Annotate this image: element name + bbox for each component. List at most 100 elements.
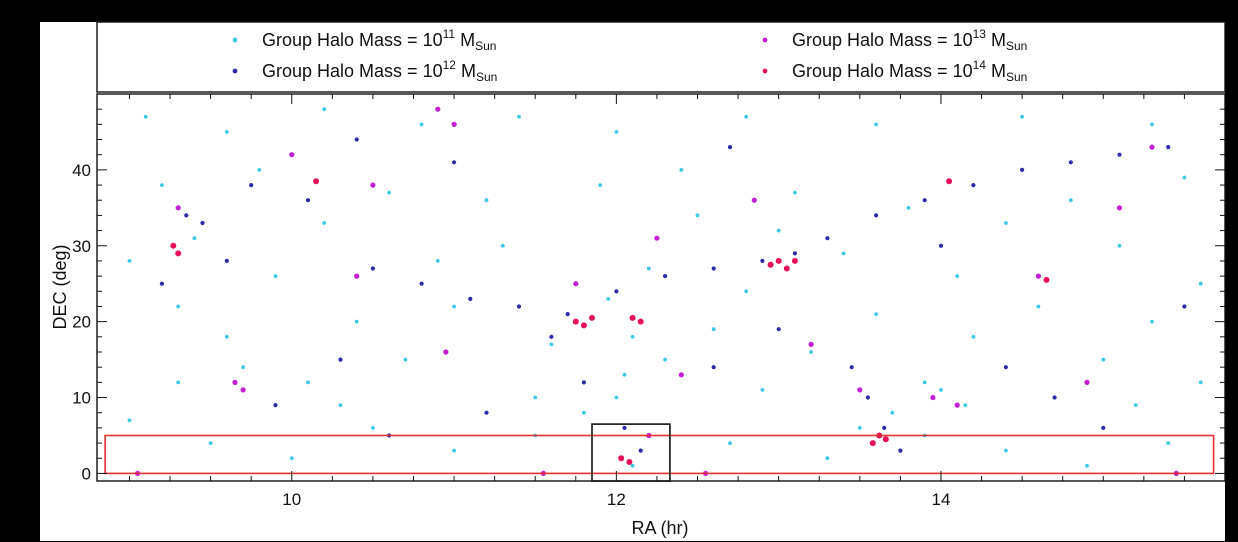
- point-m12: [354, 137, 359, 142]
- point-m11: [1036, 304, 1041, 309]
- point-m12: [516, 304, 522, 309]
- point-m14: [783, 265, 790, 272]
- point-m11: [549, 342, 554, 347]
- annotation-boxes: [104, 423, 1215, 482]
- point-m11: [1117, 243, 1122, 248]
- point-m11: [1085, 463, 1089, 468]
- point-m12: [663, 274, 668, 279]
- point-m12: [898, 448, 903, 453]
- survey-strip-box: [104, 434, 1215, 475]
- point-m11: [322, 221, 327, 225]
- point-m11: [598, 183, 602, 188]
- point-m13: [354, 273, 360, 279]
- point-m11: [760, 388, 765, 392]
- y-tick-label: 30: [72, 237, 91, 256]
- y-tick-label: 0: [82, 464, 91, 483]
- point-m11: [874, 122, 878, 127]
- point-m11: [1150, 319, 1154, 324]
- point-m11: [127, 418, 132, 423]
- point-m12: [792, 251, 798, 256]
- point-m11: [793, 190, 797, 195]
- axis-ticks: 10 12 14 0 10 20 30 40: [72, 93, 1226, 509]
- highlight-box: [591, 423, 671, 482]
- point-m12: [249, 183, 254, 188]
- point-m14: [175, 250, 182, 257]
- point-m13: [930, 394, 936, 401]
- point-m11: [322, 107, 327, 112]
- legend-label-m14: Group Halo Mass = 1014 MSun: [792, 58, 1027, 84]
- point-m12: [1182, 304, 1187, 309]
- point-m11: [1166, 441, 1171, 445]
- point-m11: [273, 274, 278, 278]
- point-m14: [775, 257, 782, 264]
- point-m11: [614, 130, 619, 134]
- point-m11: [224, 130, 229, 134]
- point-m13: [1149, 144, 1155, 150]
- point-m11: [1004, 221, 1008, 225]
- point-m12: [638, 448, 643, 453]
- point-m12: [971, 183, 976, 188]
- point-m11: [841, 251, 846, 256]
- point-m11: [452, 304, 456, 309]
- point-m14: [882, 436, 889, 443]
- point-m11: [435, 259, 440, 263]
- point-m12: [305, 198, 311, 203]
- point-m11: [955, 274, 960, 278]
- point-m11: [257, 168, 262, 172]
- point-m11: [1150, 122, 1154, 127]
- point-m14: [869, 440, 876, 447]
- point-m14: [618, 455, 625, 462]
- point-m11: [241, 365, 246, 370]
- point-m11: [127, 259, 132, 263]
- x-tick-label: 14: [932, 490, 951, 509]
- point-m12: [200, 220, 205, 226]
- point-m12: [711, 365, 716, 370]
- point-m13: [654, 235, 660, 241]
- point-m11: [874, 312, 878, 316]
- point-m11: [744, 114, 749, 119]
- legend-label-m13: Group Halo Mass = 1013 MSun: [792, 27, 1027, 53]
- point-m11: [776, 228, 781, 233]
- point-m11: [1101, 357, 1106, 362]
- legend-marker-m13: [762, 37, 768, 43]
- point-m12: [922, 198, 927, 203]
- point-m11: [176, 304, 181, 309]
- point-m12: [159, 281, 164, 286]
- point-m12: [938, 243, 944, 248]
- legend-label-m12: Group Halo Mass = 1012 MSun: [262, 58, 497, 84]
- point-m14: [629, 314, 636, 321]
- point-m12: [1166, 145, 1171, 150]
- legend-marker-m14: [762, 68, 768, 74]
- point-m14: [791, 257, 798, 264]
- legend-marker-m12: [232, 68, 238, 74]
- point-m11: [533, 395, 538, 400]
- y-axis-label: DEC (deg): [50, 244, 70, 329]
- point-m12: [1052, 395, 1057, 400]
- point-m13: [573, 281, 579, 287]
- point-m11: [663, 357, 667, 362]
- point-m14: [767, 261, 774, 268]
- legend-marker-m11: [232, 37, 238, 43]
- point-m12: [419, 281, 424, 286]
- point-m11: [971, 334, 976, 339]
- point-m13: [289, 152, 295, 158]
- point-m12: [184, 213, 189, 218]
- point-m12: [565, 312, 570, 317]
- point-m11: [289, 456, 294, 461]
- point-m14: [572, 318, 579, 325]
- point-m13: [451, 121, 457, 127]
- point-m13: [751, 197, 757, 203]
- point-m11: [630, 334, 635, 339]
- point-m12: [581, 380, 587, 385]
- point-m11: [208, 441, 213, 445]
- point-m12: [1020, 167, 1025, 172]
- point-m11: [646, 266, 651, 271]
- x-tick-label: 10: [282, 490, 301, 509]
- point-m11: [614, 395, 619, 400]
- point-m11: [622, 372, 627, 377]
- point-m12: [1117, 152, 1122, 157]
- point-m11: [963, 403, 968, 407]
- point-m11: [922, 380, 927, 385]
- point-m11: [371, 426, 375, 430]
